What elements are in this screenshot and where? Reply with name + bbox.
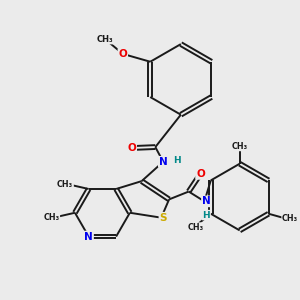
Text: O: O xyxy=(118,49,127,59)
Text: O: O xyxy=(128,143,136,153)
Text: N: N xyxy=(202,196,211,206)
Text: CH₃: CH₃ xyxy=(188,223,204,232)
Text: CH₃: CH₃ xyxy=(57,180,73,189)
Text: CH₃: CH₃ xyxy=(232,142,248,151)
Text: CH₃: CH₃ xyxy=(97,35,113,44)
Text: CH₃: CH₃ xyxy=(282,214,298,223)
Text: H: H xyxy=(202,211,210,220)
Text: N: N xyxy=(84,232,93,242)
Text: S: S xyxy=(159,213,167,223)
Text: O: O xyxy=(196,169,205,179)
Text: N: N xyxy=(159,157,168,167)
Text: CH₃: CH₃ xyxy=(43,213,59,222)
Text: H: H xyxy=(173,156,181,165)
